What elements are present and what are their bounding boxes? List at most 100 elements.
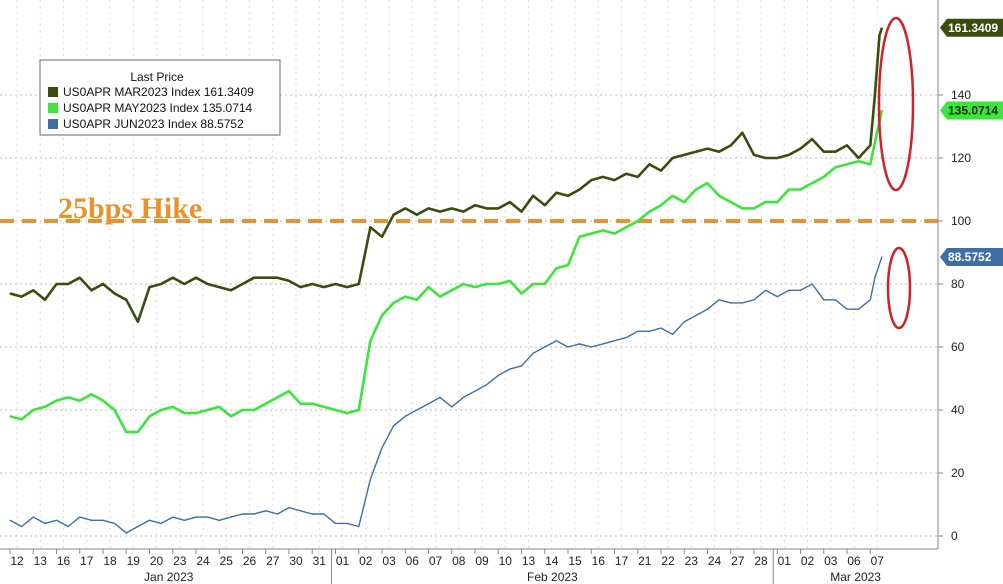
- legend-box: [39, 59, 281, 136]
- data-point: [590, 179, 592, 181]
- data-point: [416, 299, 418, 301]
- x-tick-label: 28: [754, 554, 768, 568]
- data-point: [393, 302, 395, 304]
- data-point: [683, 321, 685, 323]
- y-tick-label: 60: [951, 340, 965, 354]
- data-point: [137, 431, 139, 433]
- data-point: [346, 286, 348, 288]
- legend-entry-label: US0APR JUN2023 Index 88.5752: [63, 117, 244, 131]
- data-point: [21, 418, 23, 420]
- data-point: [776, 157, 778, 159]
- data-point: [544, 283, 546, 285]
- data-point: [148, 519, 151, 521]
- highlight-ellipse-top: [877, 16, 915, 192]
- x-tick-label: 21: [638, 554, 652, 568]
- data-point: [486, 207, 488, 209]
- data-point: [404, 296, 406, 298]
- data-point: [44, 406, 46, 408]
- data-point: [672, 333, 674, 335]
- x-tick-label: 08: [452, 554, 466, 568]
- x-tick-label: 06: [406, 554, 420, 568]
- data-point: [602, 343, 604, 345]
- legend-entry-label: US0APR MAR2023 Index 161.3409: [63, 85, 254, 99]
- data-point: [823, 299, 825, 301]
- data-point: [439, 296, 441, 298]
- data-point: [625, 226, 627, 228]
- annotations: [877, 16, 915, 330]
- data-point: [9, 519, 11, 521]
- data-point: [683, 154, 685, 156]
- data-point: [137, 321, 139, 323]
- data-point: [427, 207, 430, 209]
- data-point: [55, 283, 58, 285]
- data-point: [55, 519, 58, 521]
- data-point: [172, 516, 174, 518]
- y-tick-label: 140: [951, 88, 971, 102]
- data-point: [486, 384, 488, 386]
- data-point: [637, 220, 639, 222]
- data-point: [532, 352, 534, 354]
- data-point: [369, 340, 371, 342]
- data-point: [555, 192, 558, 194]
- data-point: [253, 409, 255, 411]
- data-point: [613, 340, 616, 342]
- data-point: [9, 415, 11, 417]
- data-point: [858, 308, 860, 310]
- data-point: [311, 513, 313, 515]
- data-point: [462, 283, 464, 285]
- data-point: [718, 151, 720, 153]
- x-tick-label: 03: [382, 554, 396, 568]
- data-point: [67, 525, 69, 528]
- data-point: [90, 289, 92, 291]
- data-point: [869, 163, 871, 165]
- data-point: [590, 346, 592, 348]
- data-point: [218, 406, 220, 408]
- legend: Last Price US0APR MAR2023 Index 161.3409…: [39, 59, 281, 136]
- data-point: [683, 201, 685, 203]
- data-point: [358, 409, 360, 411]
- data-point: [602, 176, 604, 178]
- data-point: [160, 283, 162, 285]
- badge-label: 161.3409: [948, 21, 998, 35]
- y-tick-label: 80: [951, 277, 965, 291]
- data-point: [648, 211, 651, 213]
- data-point: [753, 299, 755, 301]
- data-point: [218, 286, 220, 288]
- data-point: [125, 299, 127, 301]
- legend-title: Last Price: [130, 70, 184, 84]
- data-point: [207, 409, 209, 411]
- badge-background: [940, 247, 1003, 266]
- data-point: [114, 292, 116, 295]
- x-tick-label: 20: [150, 554, 164, 568]
- data-point: [567, 195, 569, 197]
- data-point: [67, 396, 69, 398]
- data-point: [183, 283, 185, 285]
- x-tick-label: 26: [243, 554, 257, 568]
- data-point: [148, 286, 151, 288]
- legend-swatch: [48, 103, 58, 113]
- data-point: [625, 173, 627, 175]
- data-point: [137, 525, 139, 528]
- data-point: [114, 409, 116, 411]
- data-point: [276, 513, 278, 515]
- data-point: [555, 267, 558, 269]
- series-1: [9, 109, 884, 434]
- data-point: [21, 296, 23, 298]
- data-point: [241, 513, 244, 515]
- highlight-ellipse-bottom: [886, 246, 912, 330]
- x-tick-label: 27: [266, 554, 280, 568]
- data-point: [253, 513, 255, 515]
- x-tick-label: 09: [475, 554, 489, 568]
- data-point: [265, 510, 267, 512]
- data-point: [695, 314, 697, 317]
- data-point: [300, 403, 302, 405]
- legend-swatch: [48, 87, 58, 97]
- last-value-badge: 88.5752: [940, 247, 1003, 266]
- data-point: [474, 286, 476, 288]
- data-point: [32, 289, 34, 291]
- data-point: [730, 302, 732, 304]
- y-tick-label: 20: [951, 466, 965, 480]
- last-value-badges: 88.5752 135.0714 161.3409: [940, 18, 1003, 266]
- y-axis-ticks: 0 20 40 60 80 100 120 140: [938, 88, 971, 543]
- data-point: [799, 289, 802, 291]
